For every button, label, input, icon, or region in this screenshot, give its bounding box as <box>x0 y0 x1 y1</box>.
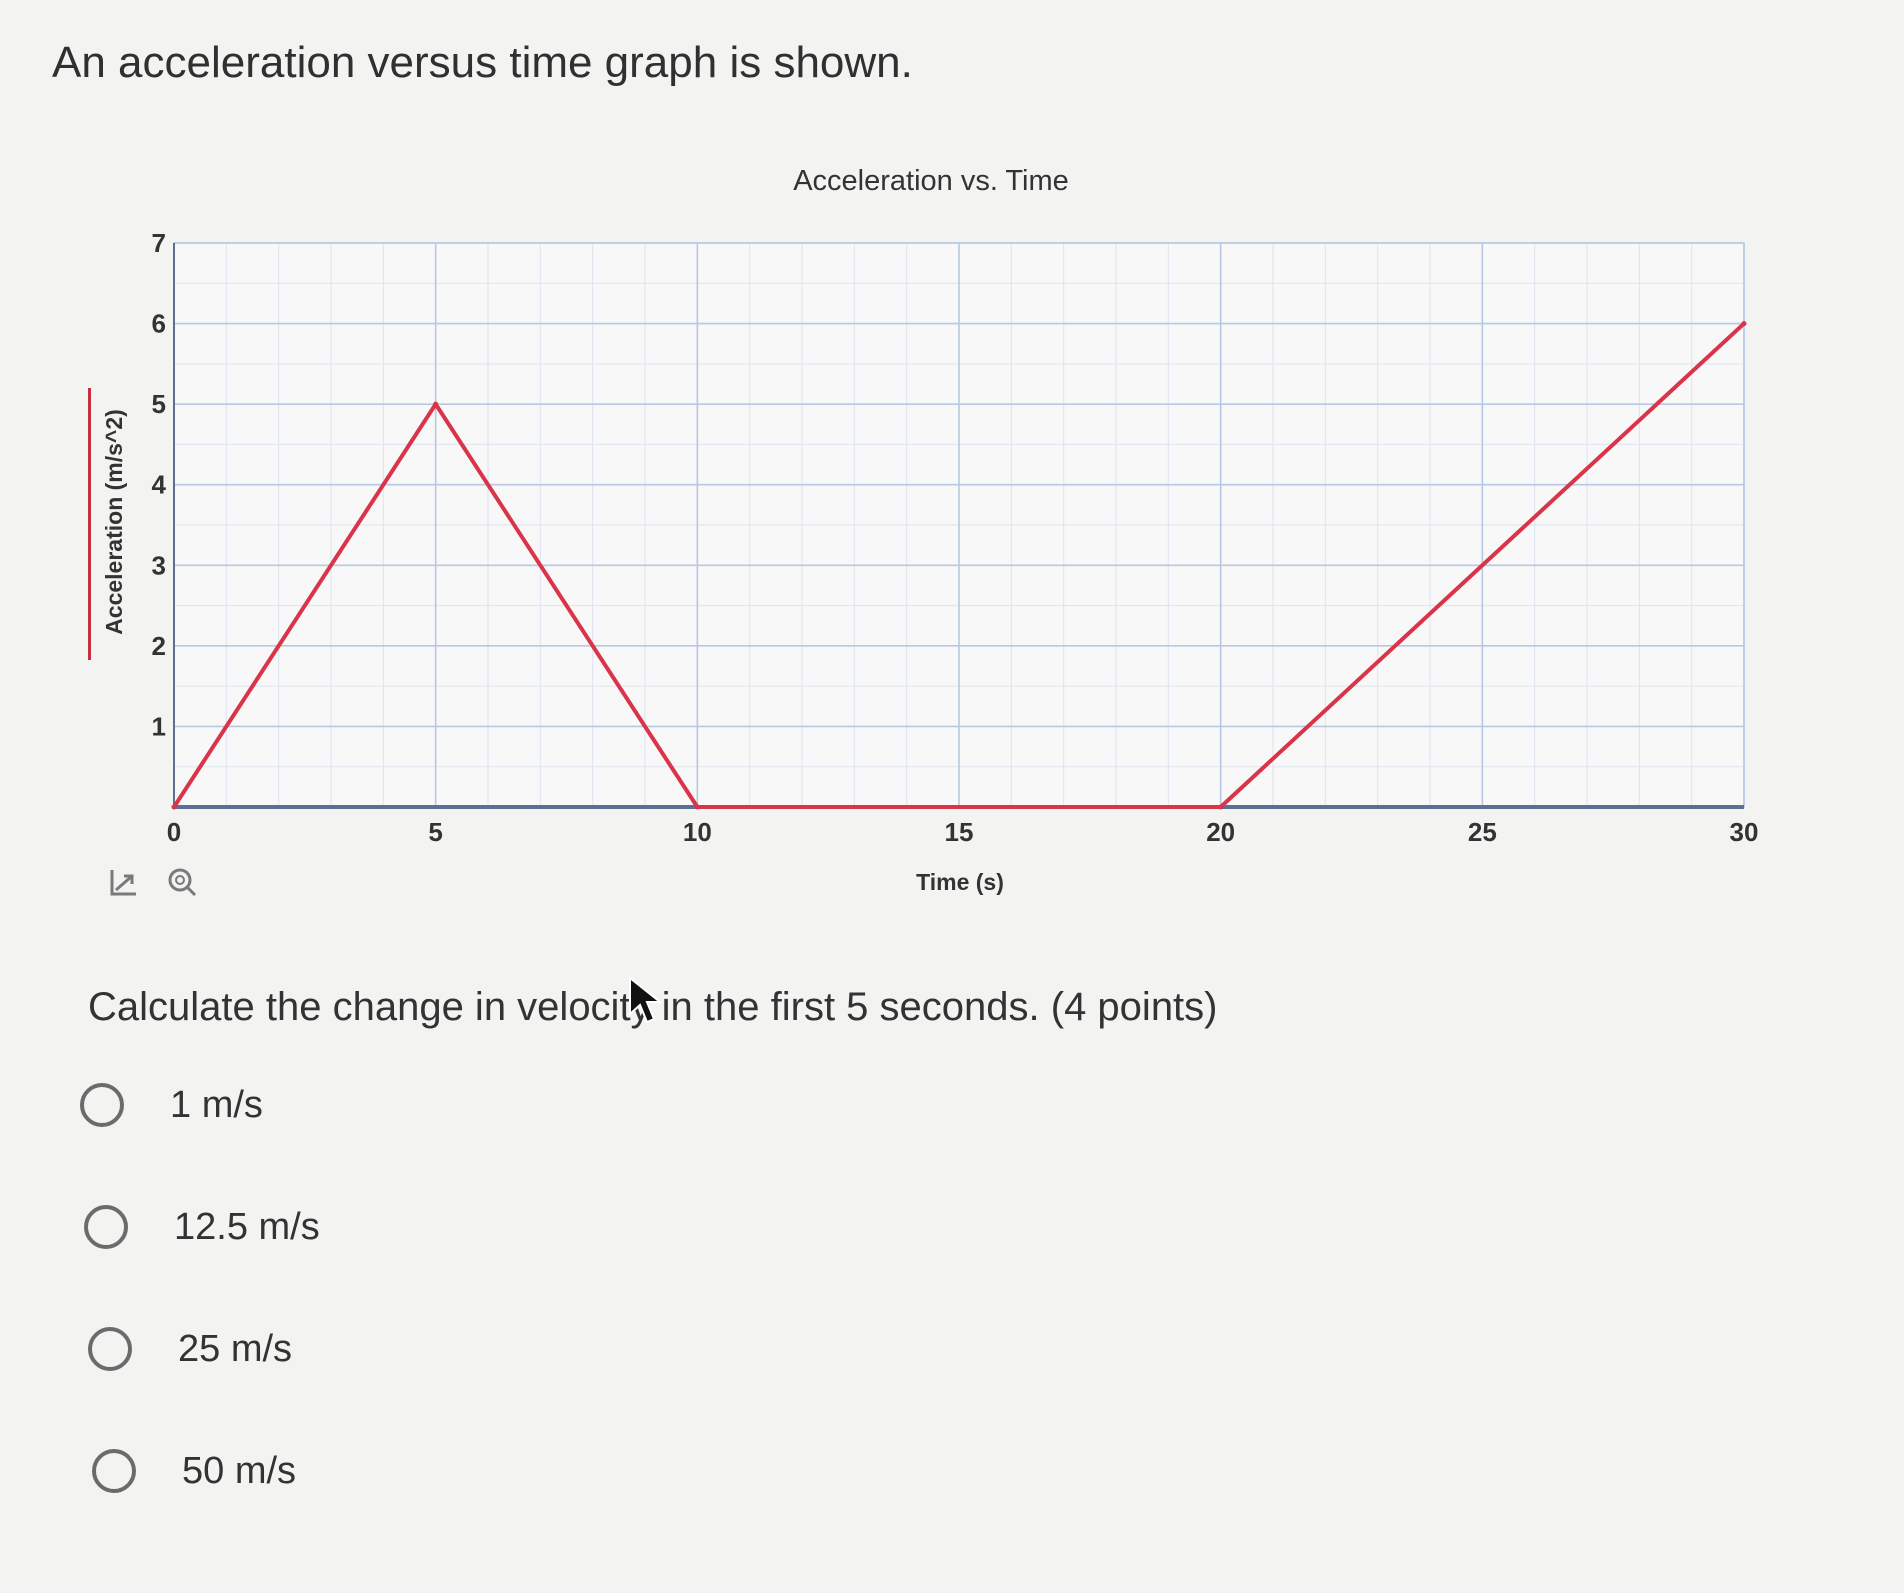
data-point <box>171 804 177 810</box>
x-tick-label: 10 <box>683 817 712 847</box>
option-label: 25 m/s <box>178 1327 293 1370</box>
x-axis-label: Time (s) <box>916 869 1004 895</box>
data-point <box>433 401 439 407</box>
option-label: 1 m/s <box>170 1083 263 1126</box>
x-tick-label: 25 <box>1468 817 1497 847</box>
option-1[interactable]: 1 m/s <box>80 1083 263 1127</box>
y-axis-label-group: Acceleration (m/s^2) <box>88 388 127 660</box>
x-tick-label: 0 <box>167 817 181 847</box>
y-tick-label: 7 <box>152 228 166 258</box>
chart-series <box>171 321 1747 810</box>
zoom-icon[interactable] <box>166 866 198 898</box>
question-header: An acceleration versus time graph is sho… <box>52 38 913 87</box>
question-prompt: Calculate the change in velocity in the … <box>88 985 1218 1029</box>
y-tick-label: 4 <box>152 470 167 500</box>
option-label: 50 m/s <box>182 1449 297 1492</box>
x-tick-label: 5 <box>428 817 442 847</box>
radio-button-icon[interactable] <box>80 1083 124 1127</box>
option-3[interactable]: 25 m/s <box>88 1327 292 1371</box>
option-2[interactable]: 12.5 m/s <box>84 1205 320 1249</box>
x-tick-label: 30 <box>1730 817 1759 847</box>
y-axis-label: Acceleration (m/s^2) <box>101 409 127 635</box>
x-tick-label: 20 <box>1206 817 1235 847</box>
reset-axes-icon[interactable] <box>108 866 140 898</box>
chart-ticks: 0 5 10 15 20 25 30 1 2 3 4 5 6 7 <box>152 228 1759 847</box>
data-point <box>1218 804 1224 810</box>
y-tick-label: 5 <box>152 389 166 419</box>
data-point <box>1741 321 1747 327</box>
option-4[interactable]: 50 m/s <box>92 1449 296 1493</box>
mouse-cursor-icon <box>629 976 663 1024</box>
data-point <box>694 804 700 810</box>
y-axis-label-accent <box>88 388 91 660</box>
y-tick-label: 2 <box>152 631 166 661</box>
chart-grid <box>173 242 1745 808</box>
chart-title: Acceleration vs. Time <box>793 165 1069 197</box>
x-tick-label: 15 <box>945 817 974 847</box>
y-tick-label: 1 <box>152 711 166 741</box>
radio-button-icon[interactable] <box>88 1327 132 1371</box>
radio-button-icon[interactable] <box>92 1449 136 1493</box>
y-tick-label: 3 <box>152 550 166 580</box>
y-tick-label: 6 <box>152 309 166 339</box>
radio-button-icon[interactable] <box>84 1205 128 1249</box>
chart-toolbar <box>108 866 198 898</box>
option-label: 12.5 m/s <box>174 1205 320 1248</box>
